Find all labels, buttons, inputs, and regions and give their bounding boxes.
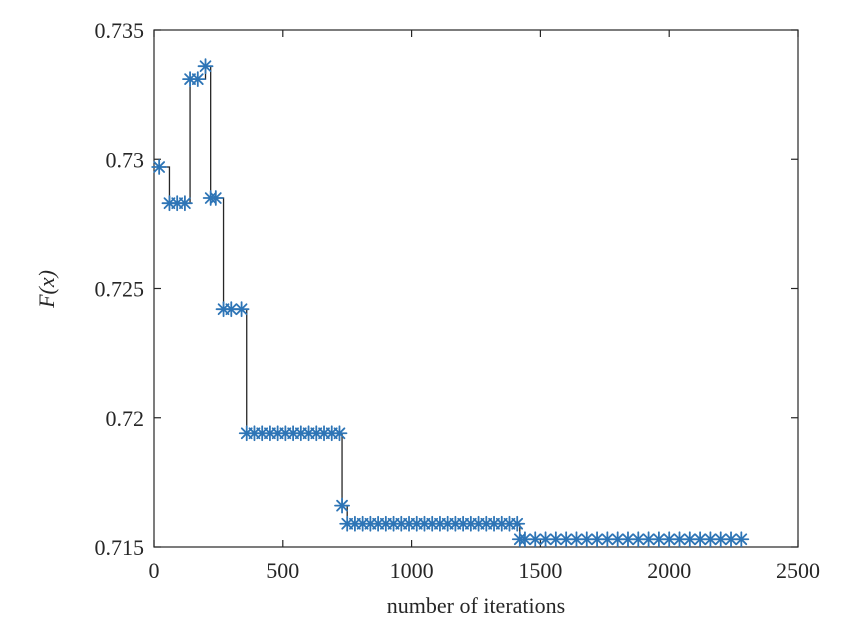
data-point-marker [207, 190, 224, 206]
data-point-marker [537, 531, 554, 548]
data-point-marker [197, 58, 214, 75]
data-point-marker [599, 531, 616, 548]
data-point-marker [558, 531, 575, 548]
data-point-marker [527, 531, 544, 548]
data-point-marker [712, 531, 729, 548]
series-line [159, 65, 742, 540]
data-point-marker [177, 195, 193, 212]
y-tick-label: 0.73 [106, 147, 145, 172]
plot-area-frame [153, 29, 799, 548]
x-tick-label: 2500 [776, 558, 820, 583]
data-point-marker [681, 531, 698, 548]
data-point-marker [189, 71, 206, 88]
data-point-marker [331, 425, 348, 442]
axis-ticks: 0 500 1000 1500 2000 2500 0.715 0.72 0.725 0.73 0.… [95, 18, 821, 583]
x-axis-label: number of iterations [387, 593, 565, 618]
y-axis-label: F(x) [34, 270, 59, 309]
data-point-marker [151, 159, 168, 175]
x-tick-label: 1000 [390, 558, 434, 583]
data-point-marker [334, 497, 350, 514]
y-tick-label: 0.735 [95, 18, 145, 43]
y-tick-label: 0.715 [95, 535, 145, 560]
data-point-marker [233, 301, 250, 318]
data-point-marker [609, 531, 626, 548]
x-tick-label: 500 [266, 558, 299, 583]
data-point-marker [733, 531, 750, 548]
data-point-marker [509, 515, 526, 532]
series-layer [151, 58, 750, 548]
data-point-marker [723, 531, 739, 548]
data-point-marker [620, 531, 636, 548]
y-tick-label: 0.725 [95, 277, 145, 302]
x-tick-label: 2000 [647, 558, 691, 583]
x-tick-label: 0 [149, 558, 160, 583]
data-point-marker [547, 531, 564, 548]
y-tick-label: 0.72 [106, 406, 145, 431]
x-tick-label: 1500 [518, 558, 562, 583]
data-point-marker [517, 531, 533, 548]
